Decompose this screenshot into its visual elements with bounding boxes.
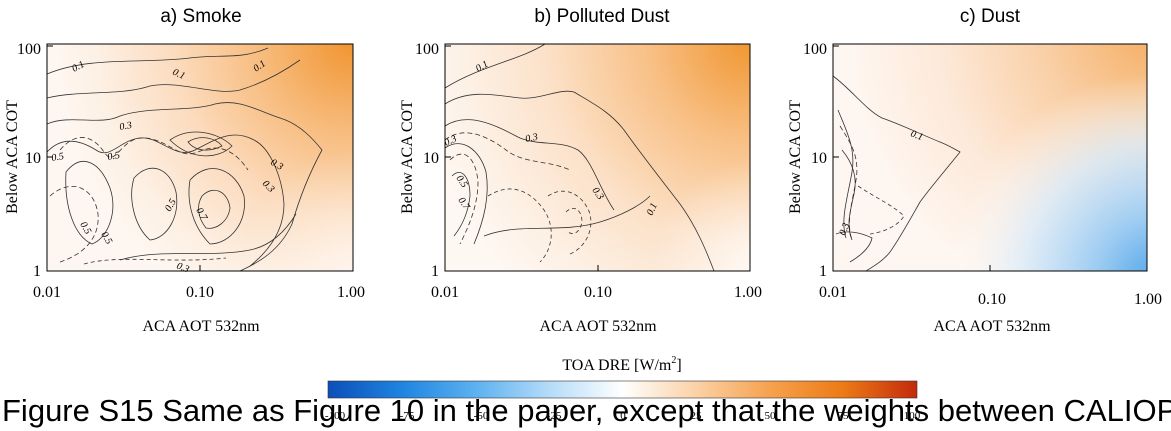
- svg-text:25: 25: [691, 410, 703, 422]
- x-tick-labels: 0.01 0.10 1.00: [33, 284, 365, 301]
- svg-text:-25: -25: [547, 410, 562, 422]
- figure-caption: Figure S15 Same as Figure 10 in the pape…: [2, 393, 1171, 428]
- y-axis-label: Below ACA COT: [787, 100, 804, 214]
- svg-text:0.5: 0.5: [107, 150, 121, 163]
- plot-area-lower-wash: [445, 44, 750, 271]
- svg-text:0.5: 0.5: [98, 230, 114, 246]
- y-tick-labels: 1 10 100: [415, 41, 439, 280]
- x-axis-label: ACA AOT 532nm: [933, 318, 1051, 335]
- svg-text:1: 1: [33, 263, 41, 280]
- ticks: [832, 45, 1148, 272]
- y-axis-label: Below ACA COT: [399, 100, 416, 214]
- svg-text:0.01: 0.01: [819, 284, 847, 301]
- svg-text:0.3: 0.3: [175, 261, 191, 276]
- svg-text:0.5: 0.5: [77, 220, 93, 236]
- svg-text:1.00: 1.00: [337, 284, 365, 301]
- colorbar: TOA DRE [W/m2] -100 -75 -50 -25 0 25 50 …: [325, 355, 921, 422]
- svg-text:0: 0: [620, 410, 626, 422]
- y-tick-labels: 1 10 100: [803, 41, 827, 280]
- svg-text:0.3: 0.3: [524, 132, 539, 145]
- svg-text:10: 10: [25, 150, 41, 167]
- panel-smoke: a) Smoke 0.1 0.1 0.1 0.3 0.3 0.3 0.: [4, 6, 365, 335]
- plot-area-blue-region: [833, 44, 1147, 271]
- svg-text:75: 75: [838, 410, 850, 422]
- svg-text:-100: -100: [325, 410, 346, 422]
- svg-text:0.10: 0.10: [186, 284, 214, 301]
- ticks: [444, 45, 751, 272]
- colorbar-gradient: [327, 380, 918, 399]
- svg-text:0.5: 0.5: [163, 197, 179, 213]
- ticks: [46, 45, 354, 272]
- svg-text:100: 100: [803, 41, 827, 58]
- panel-title: a) Smoke: [160, 6, 241, 27]
- svg-text:1: 1: [819, 263, 827, 280]
- svg-text:1.00: 1.00: [1134, 291, 1162, 308]
- contour-labels: 0.1 0.3 0.3 0.5 0.7 0.3 0.1: [443, 59, 660, 217]
- svg-text:100: 100: [904, 410, 921, 422]
- contour-lines: [46, 47, 323, 272]
- svg-text:100: 100: [17, 41, 41, 58]
- panel-polluted-dust: b) Polluted Dust 0.1 0.3 0.3 0.5 0.7 0.3…: [399, 6, 762, 335]
- svg-text:0.01: 0.01: [33, 284, 61, 301]
- contour-lines: [832, 75, 961, 272]
- svg-text:0.10: 0.10: [978, 291, 1006, 308]
- svg-text:10: 10: [423, 150, 439, 167]
- svg-text:0.1: 0.1: [70, 59, 86, 75]
- svg-text:10: 10: [811, 150, 827, 167]
- contour-labels: 0.1 0.1 0.1 0.3 0.3 0.3 0.3 0.5 0.5 0.5 …: [51, 58, 285, 275]
- x-tick-labels: 0.01 0.10 1.00: [431, 284, 762, 301]
- svg-text:0.5: 0.5: [51, 151, 65, 164]
- x-tick-labels: 0.01 0.10 1.00: [819, 284, 1162, 308]
- svg-text:50: 50: [765, 410, 777, 422]
- x-axis-label: ACA AOT 532nm: [539, 318, 657, 335]
- svg-text:0.3: 0.3: [119, 120, 133, 133]
- svg-text:0.01: 0.01: [431, 284, 459, 301]
- y-tick-labels: 1 10 100: [17, 41, 41, 280]
- svg-text:0.3: 0.3: [837, 222, 852, 238]
- panel-dust: c) Dust 0.1 0.3 0.01 0.10 1.00 1 10: [787, 6, 1162, 335]
- svg-text:100: 100: [415, 41, 439, 58]
- svg-text:0.1: 0.1: [474, 59, 490, 75]
- svg-text:-75: -75: [400, 410, 415, 422]
- y-axis-label: Below ACA COT: [4, 100, 21, 214]
- svg-text:0.10: 0.10: [584, 284, 612, 301]
- svg-text:0.1: 0.1: [645, 201, 660, 217]
- colorbar-tick-labels: -100 -75 -50 -25 0 25 50 75 100: [325, 410, 921, 422]
- svg-text:0.1: 0.1: [171, 67, 187, 82]
- contour-lines: [444, 43, 715, 272]
- svg-text:0.3: 0.3: [443, 133, 459, 148]
- contour-labels: 0.1 0.3: [837, 128, 924, 237]
- svg-text:-50: -50: [474, 410, 489, 422]
- panel-title: b) Polluted Dust: [534, 6, 670, 27]
- svg-text:1: 1: [431, 263, 439, 280]
- svg-text:0.1: 0.1: [909, 128, 925, 143]
- svg-text:1.00: 1.00: [734, 284, 762, 301]
- plot-area-lower-wash: [47, 44, 353, 271]
- panel-title: c) Dust: [960, 6, 1021, 27]
- svg-text:0.3: 0.3: [269, 157, 285, 173]
- x-axis-label: ACA AOT 532nm: [142, 318, 260, 335]
- colorbar-label: TOA DRE [W/m2]: [562, 355, 681, 374]
